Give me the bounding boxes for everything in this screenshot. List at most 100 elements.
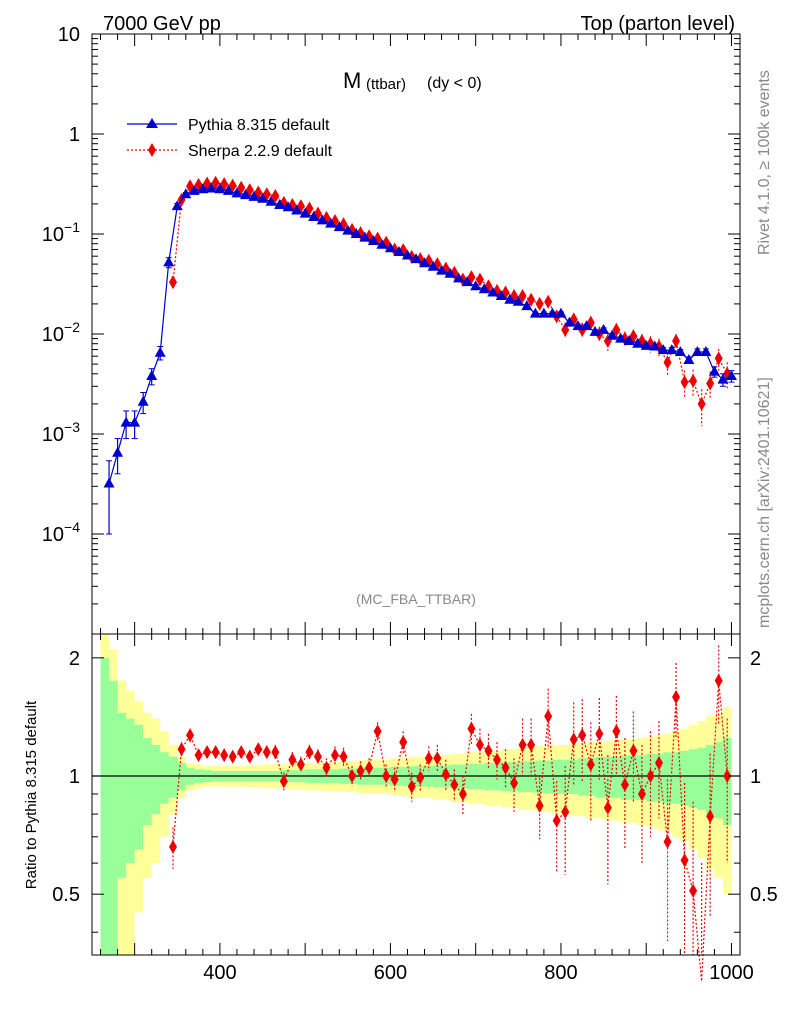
pythia-marker [308, 210, 320, 221]
plot-title-main: M [343, 68, 361, 93]
ratio-sherpa-marker [552, 813, 561, 828]
pythia-marker [546, 307, 558, 318]
ratio-sherpa-marker [322, 760, 331, 775]
pythia-marker [436, 264, 448, 275]
ratio-sherpa-marker [186, 728, 195, 743]
ratio-sherpa-marker [569, 732, 578, 747]
main-plot-panel: 10 1 10−1 10−2 10−3 10−4 M (ttbar) (dy < 0) (… [42, 24, 741, 635]
pythia-marker [257, 192, 269, 203]
ratio-sherpa-marker [510, 775, 519, 790]
ratio-sherpa-marker [458, 786, 467, 801]
plot-title-subscript: (ttbar) [366, 76, 406, 93]
x-tick-label: 400 [203, 962, 236, 984]
ratio-sherpa-marker [544, 709, 553, 724]
pythia-marker [180, 188, 192, 199]
pythia-marker [555, 307, 567, 318]
ratio-sherpa-marker [407, 779, 416, 794]
ratio-sherpa-marker [493, 752, 501, 767]
ratio-sherpa-marker [484, 743, 493, 758]
ratio-sherpa-marker [356, 763, 365, 778]
sherpa-marker [169, 275, 177, 290]
ratio-sherpa-marker [637, 786, 646, 801]
main-y-tick-label: 10−4 [42, 519, 80, 546]
sherpa-marker [510, 288, 519, 303]
sherpa-line [172, 182, 728, 406]
ratio-sherpa-marker [723, 769, 732, 784]
process-label: Top (parton level) [580, 13, 735, 35]
ratio-sherpa-marker [706, 809, 715, 824]
pythia-marker [282, 201, 294, 212]
pythia-marker [274, 198, 286, 209]
sherpa-marker [672, 334, 681, 349]
ratio-sherpa-marker [339, 749, 348, 764]
pythia-marker [444, 267, 456, 278]
pythia-marker [512, 295, 524, 306]
pythia-marker [401, 249, 413, 260]
ratio-y-tick-label-right: 2 [750, 648, 761, 670]
analysis-tag: (MC_FBA_TTBAR) [356, 591, 476, 607]
x-tick-label: 1000 [709, 962, 754, 984]
pythia-marker [316, 214, 328, 225]
sherpa-marker [271, 188, 280, 203]
plot-title-tail: (dy < 0) [427, 75, 482, 92]
ratio-sherpa-marker [254, 742, 263, 757]
pythia-marker [359, 231, 371, 242]
pythia-marker [427, 260, 439, 271]
sherpa-marker [663, 355, 672, 370]
ratio-y-tick-label-left: 0.5 [52, 884, 80, 906]
ratio-sherpa-marker [501, 760, 510, 775]
pythia-marker [342, 224, 354, 235]
pythia-marker [504, 293, 516, 304]
pythia-marker [103, 477, 115, 488]
pythia-marker [146, 370, 158, 381]
pythia-marker [717, 373, 729, 384]
ratio-sherpa-marker [561, 804, 570, 819]
ratio-sherpa-marker [262, 745, 271, 760]
legend-sherpa-label: Sherpa 2.2.9 default [188, 143, 333, 160]
sherpa-marker [689, 373, 698, 388]
pythia-marker [521, 300, 533, 311]
ratio-sherpa-marker [416, 770, 425, 785]
ratio-frame [91, 633, 741, 956]
rivet-version-label: Rivet 4.1.0, ≥ 100k events [756, 70, 773, 255]
pythia-marker [393, 246, 405, 257]
sherpa-marker [475, 272, 484, 287]
sherpa-marker [612, 322, 621, 337]
pythia-marker [419, 257, 431, 268]
ratio-sherpa-marker [194, 748, 203, 763]
ratio-sherpa-marker [441, 767, 450, 782]
pythia-marker [112, 446, 124, 457]
pythia-marker [691, 346, 703, 357]
main-y-tick-label: 10−2 [42, 319, 80, 346]
pythia-line [108, 187, 732, 484]
ratio-sherpa-marker [680, 853, 689, 868]
pythia-marker [222, 184, 234, 195]
sherpa-marker [518, 288, 527, 303]
ratio-sherpa-marker [271, 745, 280, 760]
ratio-sherpa-marker [424, 751, 433, 766]
pythia-marker [674, 346, 686, 357]
pythia-marker [453, 272, 465, 283]
pythia-marker [623, 335, 635, 346]
main-y-tick-label: 1 [69, 124, 80, 146]
ratio-sherpa-marker [475, 737, 484, 752]
ratio-sherpa-marker [390, 772, 399, 787]
ratio-sherpa-marker [714, 673, 723, 688]
ratio-y-tick-label-left: 1 [69, 766, 80, 788]
pythia-marker [589, 325, 601, 336]
main-y-tick-label: 10−3 [42, 419, 80, 446]
legend-pythia-marker [146, 118, 158, 128]
pythia-marker [154, 346, 166, 357]
ratio-sherpa-marker [663, 834, 672, 849]
pythia-marker [120, 416, 132, 427]
sherpa-marker [706, 376, 715, 391]
pythia-marker [163, 256, 175, 267]
ratio-sherpa-marker [535, 798, 544, 813]
pythia-marker [615, 332, 627, 343]
sherpa-marker [714, 351, 723, 366]
pythia-marker [529, 307, 541, 318]
ratio-y-tick-label-right: 0.5 [750, 884, 778, 906]
sherpa-marker [544, 294, 553, 309]
pythia-marker [657, 344, 669, 355]
